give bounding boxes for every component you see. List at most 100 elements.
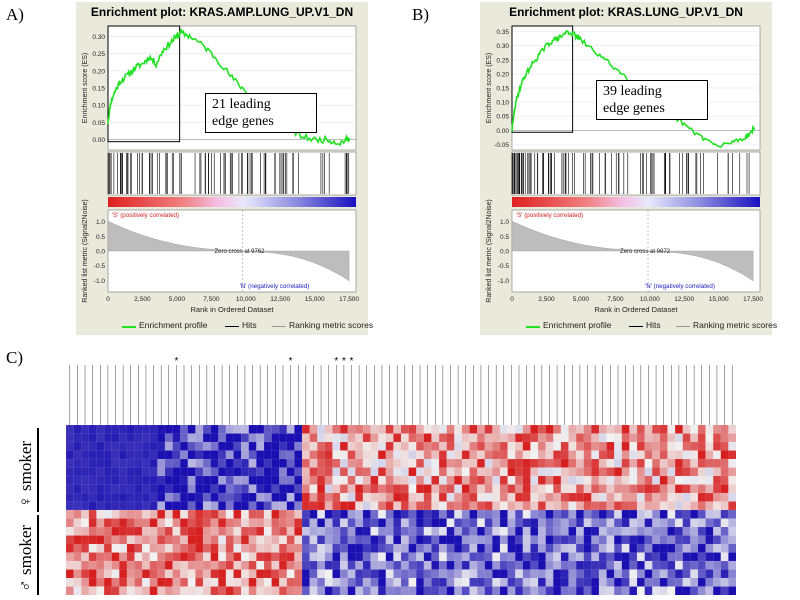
heatmap-cell [134,543,143,553]
heatmap-cell [126,501,135,511]
heatmap-cell [81,518,90,528]
heatmap-cell [210,441,219,451]
heatmap-cell [210,577,219,587]
heatmap-cell [149,475,158,485]
heatmap-cell [149,458,158,468]
heatmap-cell [240,492,250,502]
heatmap-cell [256,509,265,519]
heatmap-cell [606,492,615,502]
heatmap-cell [393,441,402,451]
heatmap-cell [484,424,493,434]
heatmap-cell [515,518,524,528]
heatmap-cell [484,509,493,519]
heatmap-cell [378,535,387,545]
heatmap-cell [210,569,219,579]
heatmap-cell [73,569,82,579]
heatmap-cell [210,518,219,528]
heatmap-cell [317,484,326,494]
heatmap-cell [575,586,585,595]
heatmap-cell [96,450,105,460]
heatmap-cell [256,569,265,579]
heatmap-cell [560,509,569,519]
heatmap-cell [545,441,554,451]
heatmap-cell [256,501,265,511]
heatmap-cell [674,543,684,553]
heatmap-cell [553,475,562,485]
heatmap-cell [674,441,684,451]
heatmap-cell [469,475,478,485]
heatmap-cell [111,518,120,528]
heatmap-cell [324,569,333,579]
heatmap-cell [728,492,736,502]
heatmap-cell [553,509,562,519]
heatmap-cell [408,518,417,528]
heatmap-cell [347,492,356,502]
heatmap-cell [263,552,273,562]
heatmap-cell [141,526,151,536]
heatmap-cell [225,509,234,519]
heatmap-cell [172,569,181,579]
heatmap-cell [484,475,493,485]
heatmap-cell [172,560,181,570]
heatmap-cell [164,433,174,443]
es-tick-label: 0.35 [496,29,509,36]
heatmap-cell [644,501,653,511]
heatmap-cell [317,509,326,519]
heatmap-cell [629,450,638,460]
heatmap-cell [317,586,326,595]
heatmap-cell [393,450,402,460]
heatmap-cell [157,441,166,451]
heatmap-cell [492,450,501,460]
heatmap-cell [621,526,630,536]
heatmap-cell [690,577,699,587]
heatmap-cell [210,560,219,570]
heatmap-cell [583,569,592,579]
heatmap-cell [96,569,105,579]
heatmap-cell [103,577,113,587]
metric-tick-label: 0.5 [500,234,509,241]
enrichment-profile-line [511,29,756,149]
heatmap-cell [530,526,539,536]
heatmap-cell [317,543,326,553]
heatmap-cell [545,552,554,562]
heatmap-cell [339,458,349,468]
heatmap-cell [187,586,196,595]
heatmap-cell [324,475,333,485]
heatmap-cell [591,458,600,468]
heatmap-cell [598,492,608,502]
heatmap-cell [545,458,554,468]
heatmap-cell [294,484,303,494]
heatmap-cell [522,441,531,451]
heatmap-cell [728,458,736,468]
heatmap-cell [461,441,470,451]
heatmap-cell [347,467,356,477]
heatmap-cell [248,424,257,434]
heatmap-cell [294,509,303,519]
heatmap-cell [126,569,135,579]
heatmap-cell [461,577,470,587]
heatmap-cell [362,441,371,451]
heatmap-cell [332,518,341,528]
heatmap-cell [492,543,501,553]
heatmap-cell [682,560,691,570]
hits-area [511,151,761,196]
heatmap-cell [682,526,691,536]
heatmap-cell [233,569,242,579]
heatmap-cell [682,577,691,587]
heatmap-cell [126,552,135,562]
heatmap-cell [157,518,166,528]
heatmap-cell [705,526,714,536]
heatmap-cell [240,543,250,553]
heatmap-cell [225,433,234,443]
heatmap-cell [271,560,280,570]
heatmap-cell [134,552,143,562]
heatmap-cell [286,560,295,570]
heatmap-cell [187,501,196,511]
heatmap-cell [233,586,242,595]
heatmap-cell [636,501,646,511]
heatmap-cell [347,552,356,562]
heatmap-cell [172,484,181,494]
heatmap-cell [591,543,600,553]
heatmap-cell [484,535,493,545]
heatmap-cell [720,450,729,460]
